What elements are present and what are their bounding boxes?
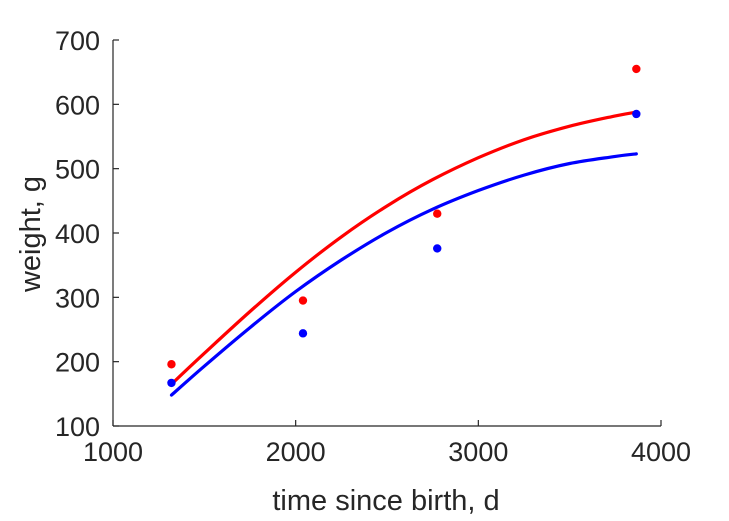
x-tick-label: 4000: [631, 437, 691, 467]
y-tick-label: 300: [55, 283, 100, 313]
blue-data-point: [433, 244, 442, 253]
red-data-point: [298, 296, 308, 305]
y-tick-label: 200: [55, 348, 100, 378]
red-fit-line: [169, 110, 638, 386]
y-tick-label: 100: [55, 412, 100, 442]
y-tick-label: 400: [55, 219, 100, 249]
axes: [112, 39, 662, 427]
red-data-point: [433, 209, 442, 218]
y-tick-label: 700: [55, 26, 100, 56]
red-data-point: [632, 64, 641, 74]
blue-data-point: [167, 378, 176, 388]
x-tick-label: 3000: [448, 437, 508, 467]
x-tick-label: 1000: [83, 437, 143, 467]
blue-data-point: [298, 329, 308, 338]
x-tick-label: 2000: [266, 437, 326, 467]
y-tick-label: 600: [55, 90, 100, 120]
tick-labels: 1000 2000 3000 4000 100 200 300 400 500 600 700: [55, 26, 691, 467]
y-tick-label: 500: [55, 155, 100, 185]
blue-data-point: [632, 109, 641, 119]
y-axis-label: weight, g: [15, 176, 47, 293]
x-axis-label: time since birth, d: [272, 485, 499, 517]
blue-fit-line: [169, 152, 638, 397]
plot-area: [167, 64, 641, 397]
red-data-point: [167, 360, 176, 369]
